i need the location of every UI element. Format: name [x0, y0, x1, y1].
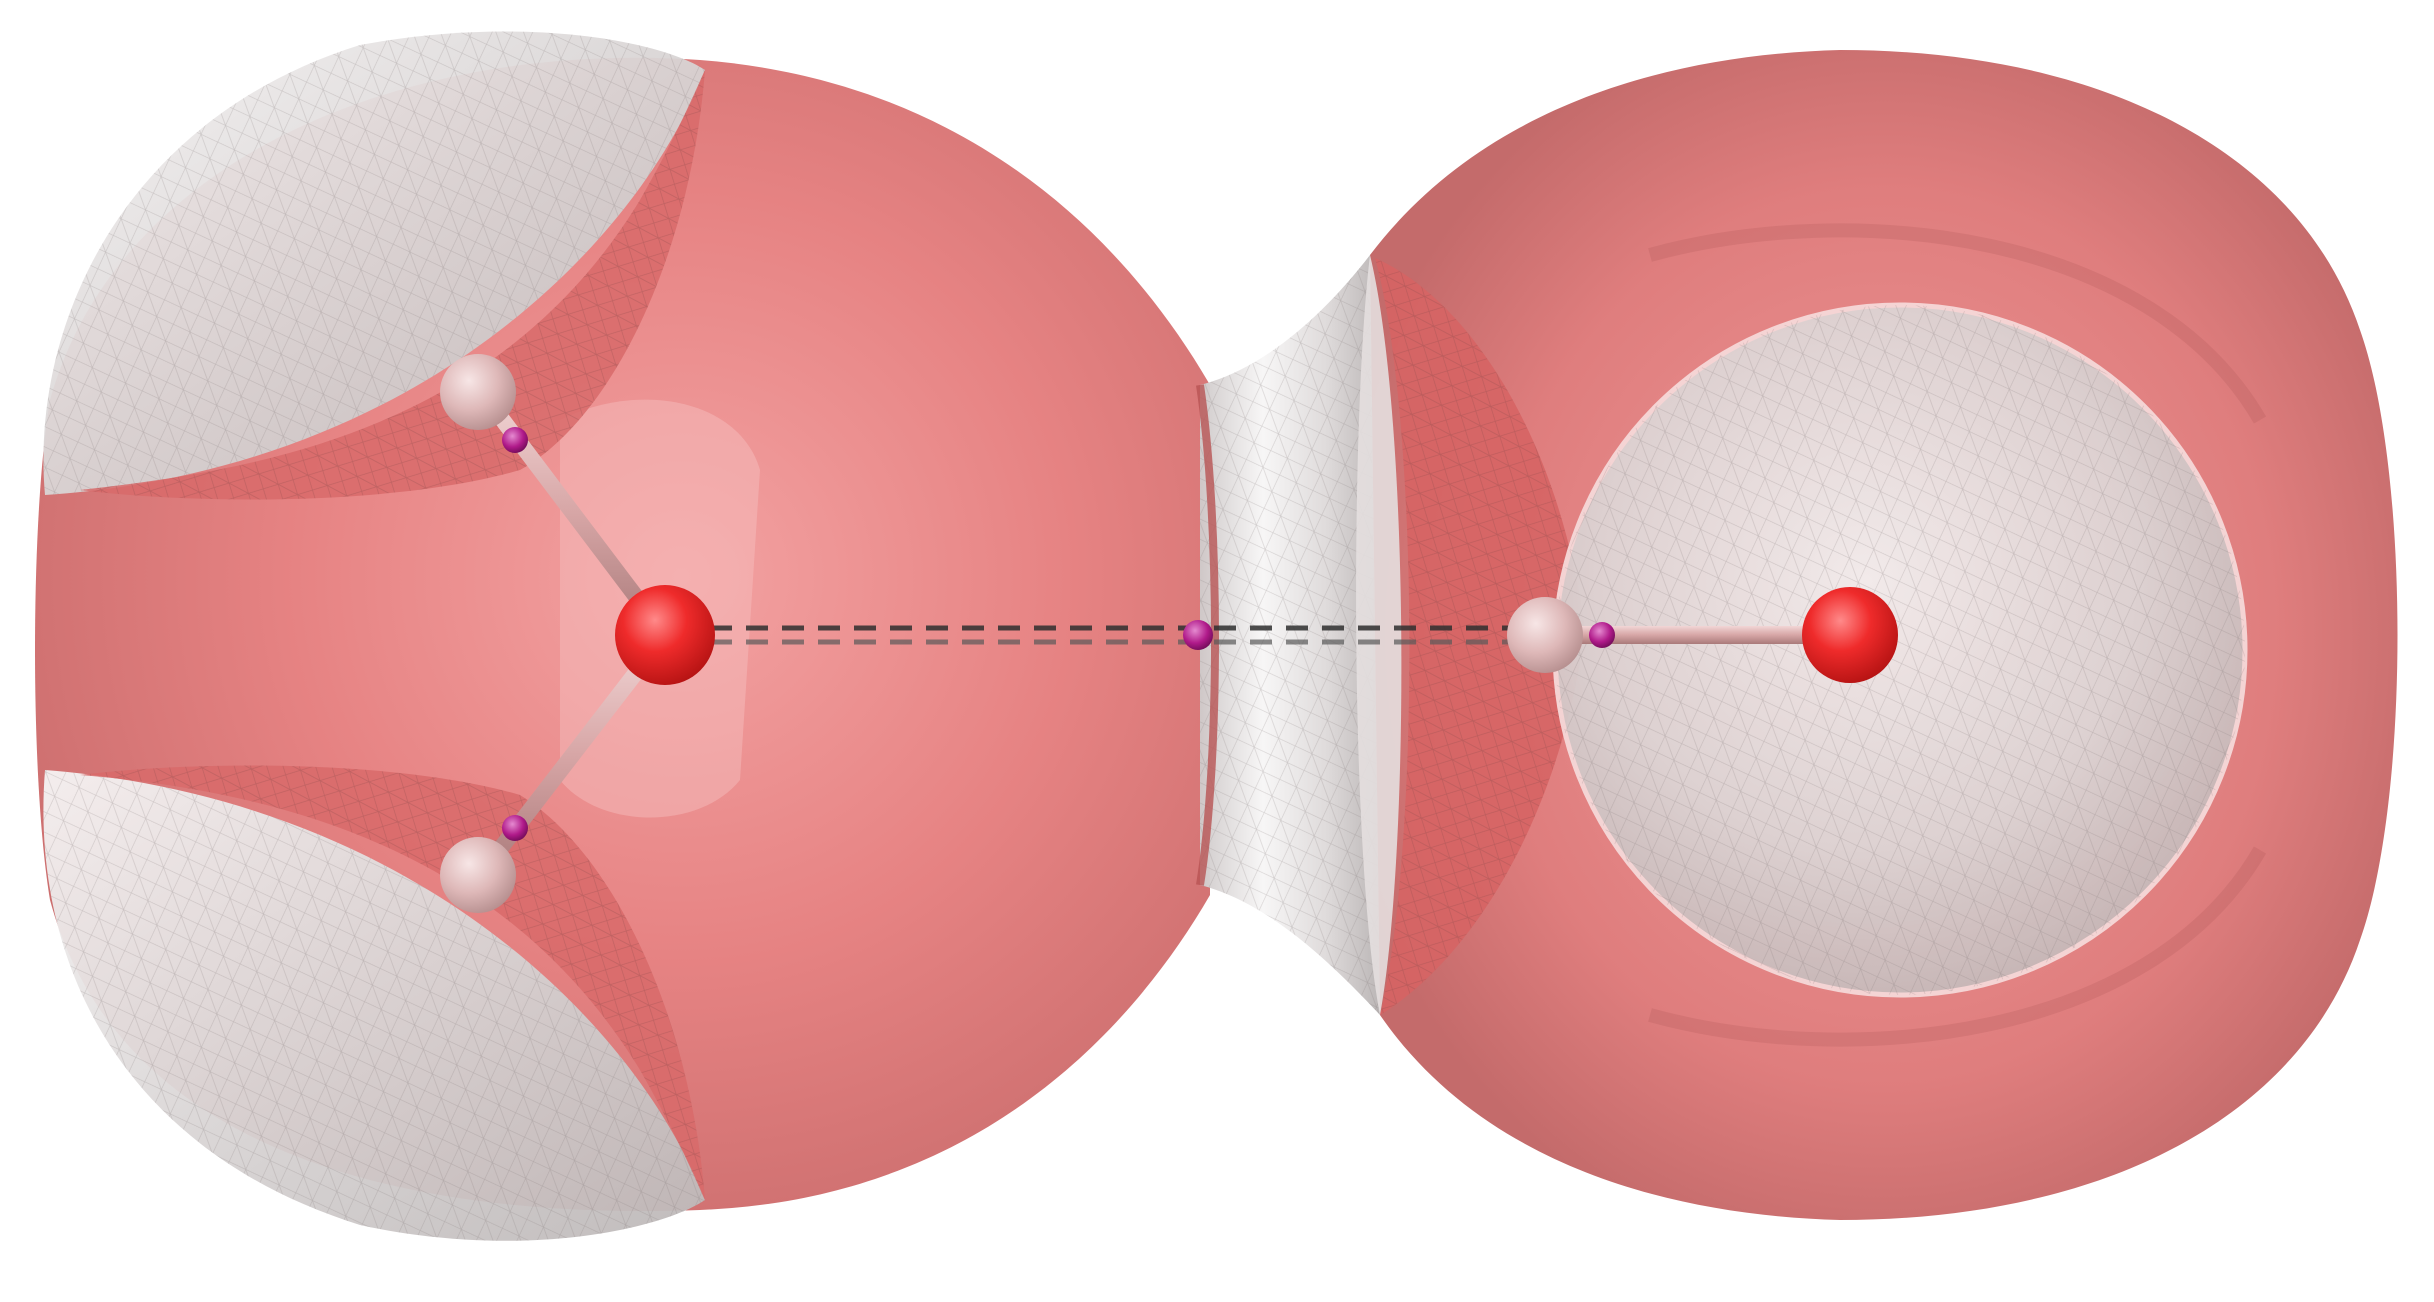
- bond-critical-points: [502, 427, 1615, 841]
- lower-hydrogen-cap-mesh: [43, 770, 706, 1241]
- right-basin-ring-lower: [1648, 846, 2267, 1047]
- donor-inner-sphere-mesh: [1555, 305, 2245, 995]
- donor-hydrogen-lens: [1356, 255, 1402, 1015]
- bcp-acceptor-o-h-upper: [502, 427, 528, 453]
- atoms: [440, 354, 1898, 913]
- donor-hydrogen-cone-mesh: [1375, 258, 1585, 1015]
- upper-hydrogen-cone-mesh: [80, 70, 705, 500]
- lower-hydrogen-cone-mesh: [80, 765, 705, 1200]
- right-basin-ring: [1648, 223, 2267, 424]
- hydrogen-bond: [710, 625, 1540, 645]
- bond-donor-o-h: [1550, 626, 1850, 644]
- acceptor-oxygen-atom: [615, 585, 715, 685]
- donor-hydrogen-atom: [1507, 597, 1583, 673]
- upper-hydrogen-cap-mesh: [43, 31, 706, 495]
- donor-oxygen-atom: [1802, 587, 1898, 683]
- interbasin-neck: [1196, 255, 1380, 1015]
- bcp-acceptor-o-h-lower: [502, 815, 528, 841]
- acceptor-hydrogen-atom-lower: [440, 837, 516, 913]
- bcp-hydrogen-bond: [1183, 620, 1213, 650]
- neck-surface-mesh: [1200, 255, 1380, 1015]
- bcp-donor-o-h: [1589, 622, 1615, 648]
- zero-flux-rim: [1196, 384, 1219, 886]
- acceptor-hydrogen-atom-upper: [440, 354, 516, 430]
